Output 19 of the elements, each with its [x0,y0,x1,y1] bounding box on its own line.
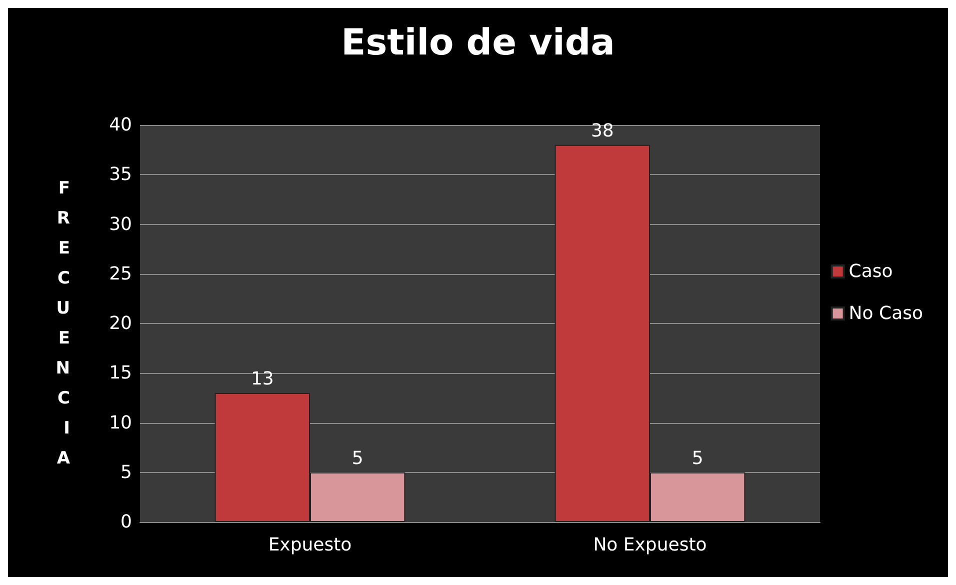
y-tick-label: 40 [109,114,132,136]
y-tick-label: 30 [109,214,132,235]
y-tick-label: 5 [120,462,132,483]
data-label: 5 [352,448,364,469]
text: FRECUENCIA [56,178,70,468]
y-tick-label: 0 [120,512,132,532]
y-tick-label: 10 [109,412,132,434]
x-tick-label: No Expuesto [593,534,707,556]
y-tick-label: 35 [109,164,132,186]
y-tick-label: 15 [109,362,132,384]
y-tick-label: 25 [109,263,132,284]
data-label: 38 [590,120,614,142]
data-label: 13 [250,368,274,390]
y-tick-label: 20 [109,313,132,334]
x-tick-label: Expuesto [268,534,352,556]
legend-label: No Caso [848,303,924,324]
chart-title: Estilo de vida [341,22,615,64]
legend-label: Caso [848,261,893,282]
data-label: 5 [692,448,704,469]
